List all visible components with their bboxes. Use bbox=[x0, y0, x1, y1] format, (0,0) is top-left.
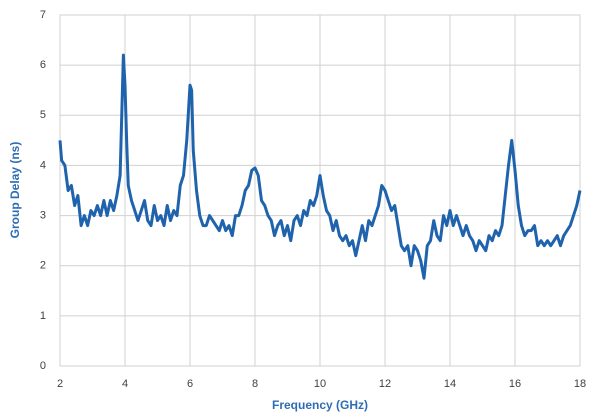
y-tick-label: 2 bbox=[40, 260, 46, 272]
x-tick-label: 14 bbox=[444, 378, 456, 390]
y-tick-label: 4 bbox=[40, 159, 46, 171]
y-axis-title: Group Delay (ns) bbox=[8, 142, 22, 239]
data-line bbox=[58, 53, 582, 280]
y-tick-label: 1 bbox=[40, 310, 46, 322]
y-tick-label: 3 bbox=[40, 209, 46, 221]
x-tick-label: 18 bbox=[574, 378, 586, 390]
y-tick-label: 5 bbox=[40, 109, 46, 121]
x-tick-label: 12 bbox=[379, 378, 391, 390]
x-tick-label: 8 bbox=[252, 378, 258, 390]
x-tick-label: 4 bbox=[122, 378, 128, 390]
x-tick-label: 6 bbox=[187, 378, 193, 390]
y-tick-label: 0 bbox=[40, 360, 46, 372]
x-tick-label: 2 bbox=[57, 378, 63, 390]
x-tick-label: 16 bbox=[509, 378, 521, 390]
x-tick-label: 10 bbox=[314, 378, 326, 390]
x-axis-title: Frequency (GHz) bbox=[272, 398, 368, 412]
y-tick-label: 6 bbox=[40, 59, 46, 71]
y-tick-label: 7 bbox=[40, 9, 46, 21]
